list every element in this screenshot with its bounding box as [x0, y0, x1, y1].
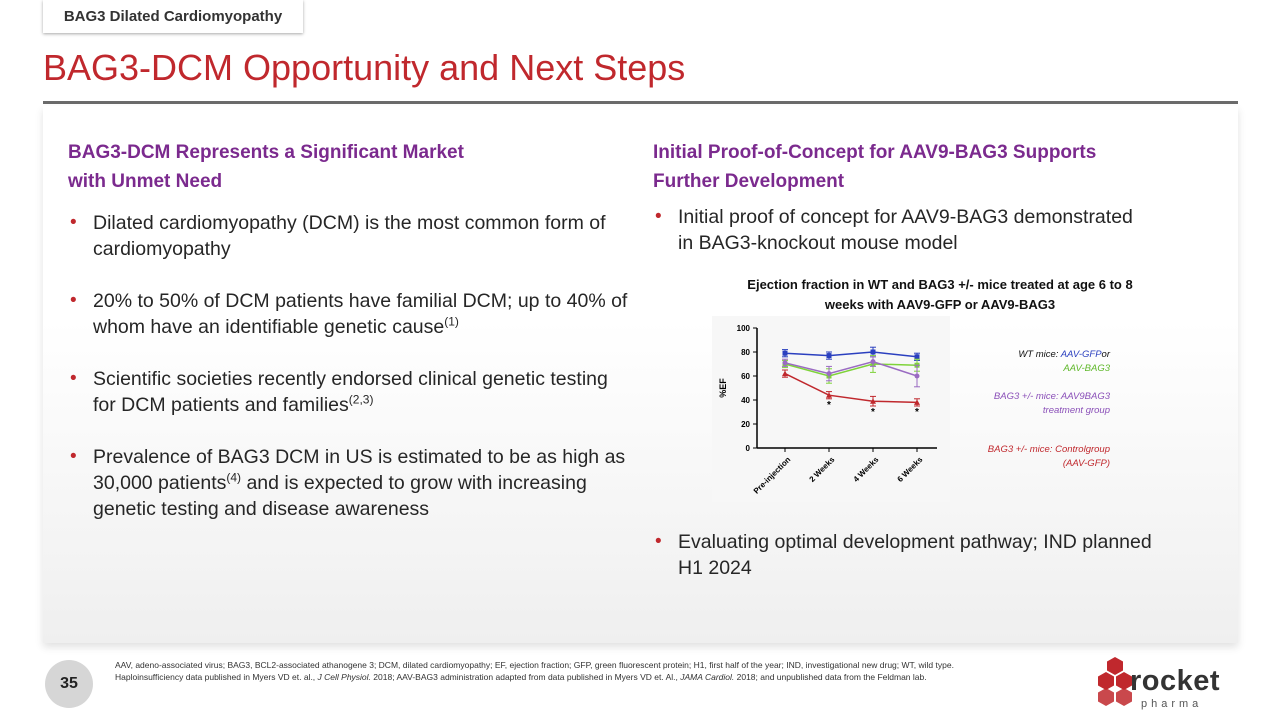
- legend-wt-line1: WT mice: AAV-GFPor: [960, 348, 1110, 362]
- data-point: [782, 350, 788, 356]
- y-tick-label: 0: [746, 444, 751, 453]
- series-line: [784, 372, 918, 404]
- x-tick-label: 4 Weeks: [852, 455, 881, 484]
- footnote-text: 2018; AAV-BAG3 administration adapted fr…: [370, 672, 681, 682]
- right-bullet-list-bottom: • Evaluating optimal development pathway…: [653, 529, 1153, 581]
- y-tick-label: 60: [741, 372, 750, 381]
- logo-tagline: pharma: [1141, 698, 1203, 710]
- rocket-pharma-logo: rocket pharma: [1093, 655, 1228, 715]
- legend-wt-prefix: WT mice:: [1018, 349, 1061, 360]
- left-bullet: • Prevalence of BAG3 DCM in US is estima…: [68, 444, 628, 522]
- data-point: [826, 371, 832, 377]
- bullet-text: Dilated cardiomyopathy (DCM) is the most…: [93, 212, 606, 260]
- page-title: BAG3-DCM Opportunity and Next Steps: [43, 47, 686, 88]
- data-point: [914, 354, 920, 360]
- y-tick-label: 100: [737, 324, 751, 333]
- bullet-dot: •: [70, 446, 77, 467]
- legend-treatment-line2: treatment group: [1042, 405, 1110, 416]
- title-divider: [43, 101, 1238, 104]
- x-tick-label: Pre-injection: [752, 455, 793, 496]
- legend-control: BAG3 +/- mice: Controlgroup (AAV-GFP): [960, 443, 1110, 471]
- significance-mark: *: [915, 407, 919, 418]
- series-line: [784, 360, 918, 377]
- footnote-journal: JAMA Cardiol.: [680, 672, 735, 682]
- left-bullet-list: • Dilated cardiomyopathy (DCM) is the mo…: [68, 210, 628, 522]
- citation-ref: (4): [226, 470, 242, 485]
- data-point: [914, 373, 920, 379]
- content-panel: [43, 106, 1238, 643]
- section-tab: BAG3 Dilated Cardiomyopathy: [43, 0, 303, 33]
- left-bullet: • Dilated cardiomyopathy (DCM) is the mo…: [68, 210, 628, 262]
- significance-mark: *: [871, 407, 875, 418]
- bullet-text: Initial proof of concept for AAV9-BAG3 d…: [678, 206, 1133, 254]
- x-tick-label: 2 Weeks: [808, 455, 837, 484]
- bullet-dot: •: [70, 290, 77, 311]
- chart-title: Ejection fraction in WT and BAG3 +/- mic…: [720, 275, 1160, 315]
- x-tick-label: 6 Weeks: [896, 455, 925, 484]
- series-line: [784, 363, 918, 377]
- legend-wt: WT mice: AAV-GFPor AAV-BAG3: [960, 348, 1110, 376]
- citation-ref: (2,3): [348, 392, 374, 407]
- y-tick-label: 40: [741, 396, 750, 405]
- right-heading-line1: Initial Proof-of-Concept for AAV9-BAG3 S…: [653, 142, 1097, 163]
- chart-container: 0 20 40 60 80 100 Pre-injection 2 Weeks 4 Weeks 6…: [712, 316, 950, 502]
- significance-mark: *: [827, 400, 831, 411]
- bullet-text-continued: and is expected to grow with increasing …: [93, 472, 587, 520]
- bullet-dot: •: [655, 531, 662, 552]
- legend-control-line2: (AAV-GFP): [1062, 458, 1110, 469]
- left-bullet: • 20% to 50% of DCM patients have famili…: [68, 288, 628, 340]
- page-number: 35: [45, 660, 93, 708]
- right-heading-line2: Further Development: [653, 171, 845, 192]
- chart-title-line2: weeks with AAV9-GFP or AAV9-BAG3: [824, 297, 1056, 312]
- footnote-text: AAV, adeno-associated virus; BAG3, BCL2-…: [115, 660, 954, 682]
- data-point: [826, 353, 832, 359]
- legend-wt-gfp: AAV-GFP: [1060, 349, 1102, 360]
- legend-wt-bag3: AAV-BAG3: [1063, 363, 1110, 374]
- left-heading: BAG3-DCM Represents a Significant Market…: [68, 138, 464, 196]
- right-heading: Initial Proof-of-Concept for AAV9-BAG3 S…: [653, 138, 1096, 196]
- data-point: [782, 360, 788, 366]
- footnote: AAV, adeno-associated virus; BAG3, BCL2-…: [115, 659, 985, 683]
- legend-wt-or: or: [1101, 349, 1110, 360]
- data-point: [782, 370, 788, 377]
- series-line: [784, 351, 918, 358]
- bullet-dot: •: [70, 368, 77, 389]
- bullet-text: Evaluating optimal development pathway; …: [678, 531, 1152, 579]
- y-tick-label: 80: [741, 348, 750, 357]
- left-bullet: • Scientific societies recently endorsed…: [68, 366, 628, 418]
- left-heading-line2: with Unmet Need: [68, 171, 223, 192]
- data-point: [870, 398, 876, 404]
- footnote-text: 2018; and unpublished data from the Feld…: [734, 672, 927, 682]
- logo-hexagons-icon: [1098, 657, 1132, 706]
- bullet-dot: •: [70, 212, 77, 233]
- right-bullet: • Initial proof of concept for AAV9-BAG3…: [653, 204, 1153, 256]
- data-point: [870, 349, 876, 355]
- citation-ref: (1): [444, 314, 459, 329]
- data-point: [914, 399, 920, 405]
- data-point: [826, 392, 832, 398]
- bullet-text: 20% to 50% of DCM patients have familial…: [93, 290, 628, 338]
- ef-line-chart: 0 20 40 60 80 100 Pre-injection 2 Weeks 4 Weeks 6…: [718, 324, 937, 496]
- data-point: [870, 359, 876, 365]
- left-heading-line1: BAG3-DCM Represents a Significant Market: [68, 142, 464, 163]
- legend-control-line1: BAG3 +/- mice: Controlgroup: [987, 444, 1110, 455]
- bullet-text: Prevalence of BAG3 DCM in US is estimate…: [93, 446, 626, 494]
- legend-treatment: BAG3 +/- mice: AAV9BAG3 treatment group: [960, 390, 1110, 418]
- right-bullet-list-top: • Initial proof of concept for AAV9-BAG3…: [653, 204, 1153, 256]
- chart-title-line1: Ejection fraction in WT and BAG3 +/- mic…: [747, 277, 1133, 292]
- y-axis-label: %EF: [718, 378, 728, 398]
- bullet-dot: •: [655, 206, 662, 227]
- logo-wordmark: rocket: [1130, 665, 1221, 697]
- right-bullet: • Evaluating optimal development pathway…: [653, 529, 1153, 581]
- y-tick-label: 20: [741, 420, 750, 429]
- footnote-journal: J Cell Physiol.: [317, 672, 371, 682]
- bullet-text: Scientific societies recently endorsed c…: [93, 368, 608, 416]
- legend-treatment-line1: BAG3 +/- mice: AAV9BAG3: [993, 391, 1110, 402]
